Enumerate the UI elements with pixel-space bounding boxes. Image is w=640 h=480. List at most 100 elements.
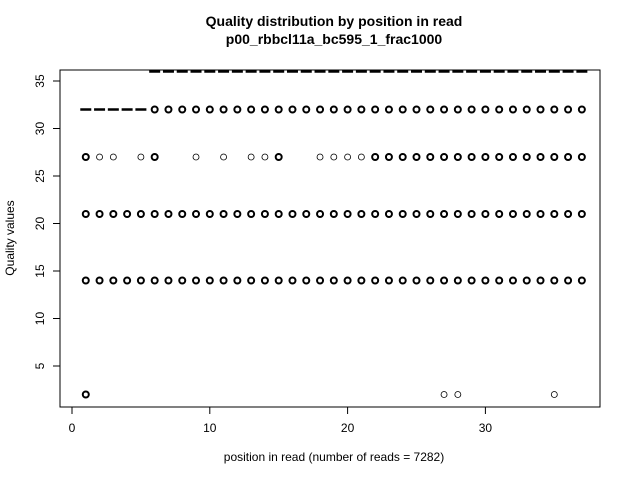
chart-title: Quality distribution by position in read [206, 13, 463, 29]
data-point [274, 276, 283, 285]
y-tick-label: 25 [33, 169, 47, 183]
y-tick-label: 30 [33, 122, 47, 136]
data-point [81, 153, 90, 161]
data-point [384, 153, 393, 161]
data-point [384, 210, 393, 218]
data-point [398, 105, 407, 114]
data-point [178, 276, 187, 285]
data-point [412, 210, 421, 218]
data-point [577, 153, 586, 161]
data-point [164, 105, 173, 114]
data-point [550, 210, 559, 218]
data-point [192, 153, 200, 161]
data-point [302, 105, 311, 114]
data-point [508, 210, 517, 218]
data-point [343, 276, 352, 285]
data-point [412, 105, 421, 114]
data-point [481, 276, 490, 285]
data-point [577, 105, 586, 114]
data-point [371, 210, 380, 218]
data-point [522, 153, 531, 161]
data-point [123, 276, 132, 285]
data-point [577, 276, 586, 285]
data-point [247, 105, 256, 114]
data-point [316, 276, 325, 285]
data-point [536, 105, 545, 114]
data-point [467, 153, 476, 161]
data-point [81, 210, 90, 218]
data-point [192, 210, 201, 218]
data-point [550, 276, 559, 285]
data-point [150, 276, 159, 285]
data-point [274, 153, 283, 161]
data-point [384, 105, 393, 114]
data-point [150, 153, 159, 161]
x-tick-label: 30 [479, 421, 493, 435]
data-point [453, 276, 462, 285]
data-point [522, 210, 531, 218]
data-point [192, 276, 201, 285]
data-point [288, 210, 297, 218]
data-point [261, 153, 269, 161]
data-point [550, 391, 558, 398]
data-point [178, 210, 187, 218]
data-point [178, 105, 187, 114]
data-point [550, 105, 559, 114]
data-point [95, 210, 104, 218]
data-point [205, 276, 214, 285]
data-point [247, 276, 256, 285]
data-point [205, 105, 214, 114]
data-point [357, 276, 366, 285]
data-point [495, 153, 504, 161]
data-point [495, 276, 504, 285]
data-point [371, 276, 380, 285]
data-point [233, 210, 242, 218]
data-point [426, 105, 435, 114]
data-point [371, 105, 380, 114]
data-point [384, 276, 393, 285]
data-point [81, 276, 90, 285]
data-point [109, 210, 118, 218]
data-point [302, 210, 311, 218]
data-point [357, 105, 366, 114]
data-point [233, 276, 242, 285]
data-point [440, 210, 449, 218]
data-point [564, 276, 573, 285]
data-point [150, 105, 159, 114]
data-point [412, 153, 421, 161]
data-point [343, 210, 352, 218]
data-point [164, 276, 173, 285]
data-point [330, 153, 338, 161]
data-point [136, 210, 145, 218]
data-point [398, 276, 407, 285]
data-point [467, 105, 476, 114]
data-point [329, 105, 338, 114]
data-point [454, 391, 462, 398]
data-point [288, 105, 297, 114]
data-point [453, 153, 462, 161]
data-point [357, 153, 365, 161]
data-point [219, 276, 228, 285]
y-tick-label: 20 [33, 217, 47, 231]
data-point [274, 105, 283, 114]
data-point [150, 210, 159, 218]
data-point [481, 105, 490, 114]
data-point [426, 153, 435, 161]
data-point [247, 210, 256, 218]
y-tick-label: 15 [33, 264, 47, 278]
data-point [329, 276, 338, 285]
data-point [522, 276, 531, 285]
data-point [577, 210, 586, 218]
data-point [219, 105, 228, 114]
data-point [550, 153, 559, 161]
data-point [109, 153, 117, 161]
y-axis-label: Quality values [3, 200, 17, 275]
data-point [564, 210, 573, 218]
data-point [398, 153, 407, 161]
data-point [164, 210, 173, 218]
data-point [137, 153, 145, 161]
data-point [316, 105, 325, 114]
data-point [440, 391, 448, 398]
data-point [508, 276, 517, 285]
